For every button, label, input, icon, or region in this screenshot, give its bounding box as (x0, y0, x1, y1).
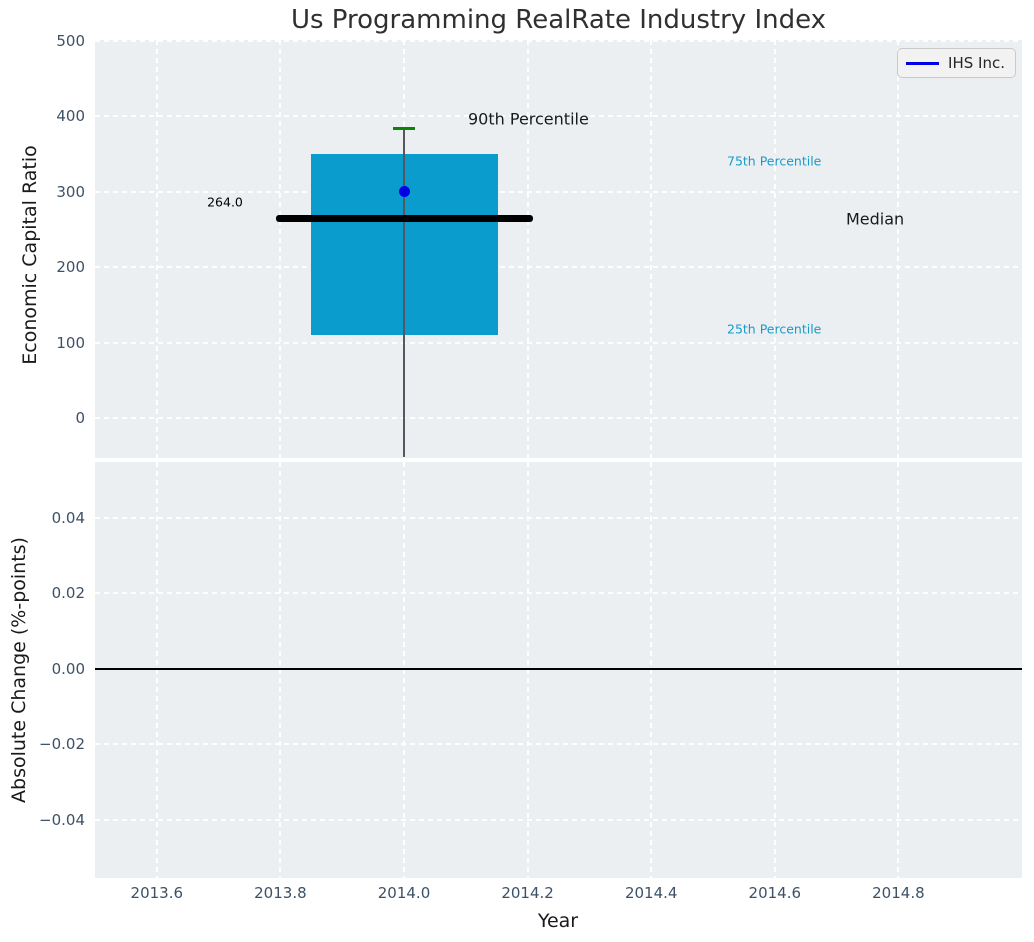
annotation-75th-percentile: 75th Percentile (727, 154, 821, 169)
x-gridline (527, 462, 529, 878)
x-gridline (156, 40, 158, 458)
chart-title: Us Programming RealRate Industry Index (95, 5, 1022, 35)
y-tick-label: 200 (56, 258, 85, 276)
90th-percentile-cap (393, 127, 415, 130)
y-tick-label: −0.02 (39, 735, 85, 753)
x-gridline (774, 40, 776, 458)
y-tick-label: 0.02 (52, 584, 85, 602)
y-axis-label-bottom: Absolute Change (%-points) (8, 537, 30, 803)
y-gridline (95, 517, 1022, 519)
whisker-line (403, 128, 405, 457)
x-gridline (650, 40, 652, 458)
annotation-25th-percentile: 25th Percentile (727, 322, 821, 337)
legend-label: IHS Inc. (948, 54, 1005, 72)
bottom-axes (95, 462, 1022, 878)
y-tick-label: 0.04 (52, 509, 85, 527)
legend-line-swatch (906, 62, 939, 65)
x-gridline (279, 462, 281, 878)
x-gridline (897, 40, 899, 458)
legend: IHS Inc. (897, 48, 1016, 78)
x-gridline (527, 40, 529, 458)
y-tick-label: 0 (75, 409, 85, 427)
x-axis-label: Year (538, 910, 578, 932)
y-tick-label: 300 (56, 183, 85, 201)
x-tick-label: 2014.0 (378, 884, 431, 902)
x-tick-label: 2014.2 (501, 884, 554, 902)
median-value-label: 264.0 (207, 195, 243, 210)
annotation-90th-percentile: 90th Percentile (468, 110, 589, 129)
x-gridline (897, 462, 899, 878)
y-gridline (95, 342, 1022, 344)
y-tick-label: 500 (56, 32, 85, 50)
median-line (276, 215, 533, 222)
annotation-median: Median (846, 210, 904, 229)
x-tick-label: 2014.6 (749, 884, 802, 902)
y-gridline (95, 266, 1022, 268)
company-value-dot (399, 186, 410, 197)
x-tick-label: 2014.8 (872, 884, 925, 902)
zero-change-line (95, 668, 1022, 670)
x-gridline (650, 462, 652, 878)
y-gridline (95, 417, 1022, 419)
y-gridline (95, 40, 1022, 42)
y-tick-label: 0.00 (52, 660, 85, 678)
x-gridline (279, 40, 281, 458)
y-gridline (95, 191, 1022, 193)
x-tick-label: 2013.6 (131, 884, 184, 902)
y-tick-label: −0.04 (39, 811, 85, 829)
x-gridline (774, 462, 776, 878)
y-tick-label: 400 (56, 107, 85, 125)
y-gridline (95, 743, 1022, 745)
x-gridline (156, 462, 158, 878)
x-tick-label: 2014.4 (625, 884, 678, 902)
x-gridline (403, 462, 405, 878)
y-gridline (95, 819, 1022, 821)
top-axes: 264.0 90th Percentile 75th Percentile Me… (95, 40, 1022, 458)
y-gridline (95, 592, 1022, 594)
x-tick-label: 2013.8 (254, 884, 307, 902)
y-axis-label-top: Economic Capital Ratio (19, 145, 41, 364)
y-tick-label: 100 (56, 334, 85, 352)
figure: Us Programming RealRate Industry Index 2… (0, 0, 1034, 942)
